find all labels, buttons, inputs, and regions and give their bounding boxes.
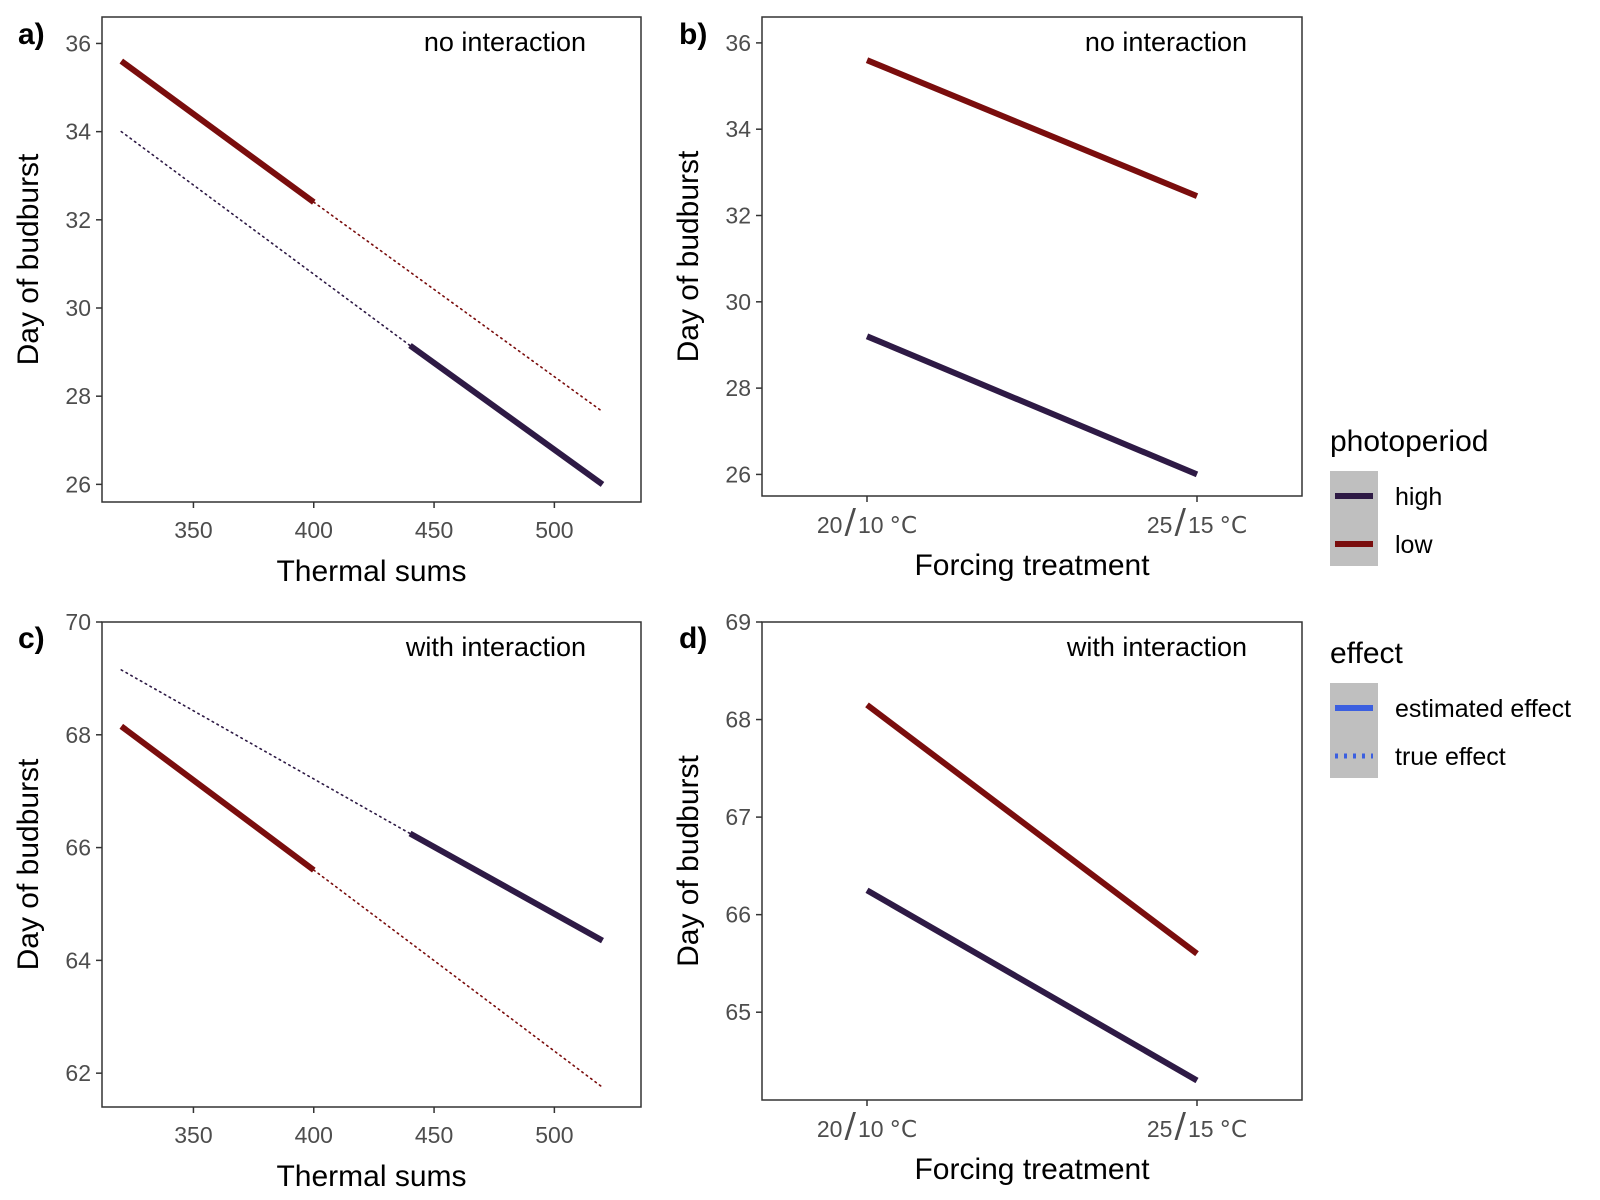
y-tick-label: 28 bbox=[65, 383, 91, 409]
series-line-low-estimated bbox=[119, 723, 316, 873]
y-tick-label: 26 bbox=[65, 471, 91, 497]
y-tick-label: 36 bbox=[725, 30, 751, 56]
x-tick-label: 20/10 °C bbox=[817, 502, 917, 542]
legend-label-true-effect: true effect bbox=[1395, 743, 1506, 771]
panel-a: 26 28 30 32 34 36 350 400 450 500 Thermal sums Day … bbox=[12, 16, 642, 588]
panel-annotation: with interaction bbox=[1066, 632, 1247, 662]
x-tick-label: 25/15 °C bbox=[1147, 502, 1247, 542]
panel-annotation: with interaction bbox=[405, 632, 586, 662]
legend-title-effect: effect bbox=[1330, 637, 1403, 670]
x-tick-label: 400 bbox=[295, 517, 333, 543]
y-tick-label: 26 bbox=[725, 461, 751, 487]
x-tick-label: 20/10 °C bbox=[817, 1106, 917, 1146]
x-tick-label: 25/15 °C bbox=[1147, 1106, 1247, 1146]
panel-tag: b) bbox=[679, 18, 707, 51]
y-tick-label: 66 bbox=[65, 835, 91, 861]
panel-c: 62 64 66 68 70 350 400 450 500 Thermal sums Day of… bbox=[12, 609, 642, 1193]
y-tick-label: 65 bbox=[725, 999, 751, 1025]
legend-label-high: high bbox=[1395, 483, 1442, 511]
series-line-high-true bbox=[120, 669, 411, 835]
series-line-low-estimated bbox=[865, 702, 1199, 957]
x-tick-label: 450 bbox=[415, 517, 453, 543]
y-tick-label: 32 bbox=[65, 207, 91, 233]
panel-b: 26 28 30 32 34 36 20/10 °C 25/15 °C Forcing treatm… bbox=[672, 16, 1303, 582]
y-tick-label: 68 bbox=[725, 707, 751, 733]
y-axis-title: Day of budburst bbox=[12, 153, 45, 365]
y-tick-label: 69 bbox=[725, 609, 751, 635]
series-line-high-estimated bbox=[865, 887, 1199, 1084]
series-line-high-true bbox=[120, 130, 411, 347]
series-line-high-estimated bbox=[408, 830, 604, 944]
legend-key-background bbox=[1330, 683, 1378, 778]
y-tick-label: 32 bbox=[725, 203, 751, 229]
y-tick-label: 36 bbox=[65, 30, 91, 56]
x-tick-label: 350 bbox=[174, 517, 212, 543]
legend-label-estimated-effect: estimated effect bbox=[1395, 695, 1571, 723]
x-axis-title: Forcing treatment bbox=[914, 1153, 1150, 1186]
y-tick-label: 34 bbox=[725, 116, 751, 142]
legend-label-low: low bbox=[1395, 531, 1433, 559]
x-tick-label: 500 bbox=[535, 1122, 573, 1148]
panel-border bbox=[761, 621, 1303, 1101]
panel-tag: a) bbox=[18, 18, 45, 51]
panel-tag: c) bbox=[18, 622, 45, 655]
y-tick-label: 66 bbox=[725, 902, 751, 928]
x-axis-title: Thermal sums bbox=[276, 1160, 466, 1193]
y-tick-label: 30 bbox=[65, 295, 91, 321]
x-axis-title: Thermal sums bbox=[276, 555, 466, 588]
panel-d: 65 66 67 68 69 20/10 °C 25/15 °C Forcing treatmen… bbox=[672, 609, 1303, 1186]
y-axis-title: Day of budburst bbox=[672, 754, 705, 966]
series-line-low-true bbox=[313, 869, 604, 1089]
series-line-high-estimated bbox=[865, 333, 1199, 478]
y-tick-label: 62 bbox=[65, 1060, 91, 1086]
y-tick-label: 30 bbox=[725, 289, 751, 315]
panel-annotation: no interaction bbox=[1085, 27, 1247, 57]
y-tick-label: 68 bbox=[65, 722, 91, 748]
series-line-low-true bbox=[313, 201, 604, 413]
series-line-high-estimated bbox=[408, 343, 605, 487]
panel-annotation: no interaction bbox=[424, 27, 586, 57]
y-tick-label: 64 bbox=[65, 947, 91, 973]
y-tick-label: 67 bbox=[725, 804, 751, 830]
series-line-low-estimated bbox=[865, 57, 1199, 199]
x-tick-label: 450 bbox=[415, 1122, 453, 1148]
y-tick-label: 28 bbox=[725, 375, 751, 401]
legend: photoperiod high low effect estimated effect… bbox=[1330, 425, 1571, 778]
x-tick-label: 400 bbox=[295, 1122, 333, 1148]
panel-border bbox=[101, 621, 642, 1108]
legend-key-background bbox=[1330, 471, 1378, 566]
x-axis-title: Forcing treatment bbox=[914, 549, 1150, 582]
y-axis-title: Day of budburst bbox=[672, 150, 705, 362]
y-tick-label: 34 bbox=[65, 119, 91, 145]
y-tick-label: 70 bbox=[65, 609, 91, 635]
series-line-low-estimated bbox=[119, 58, 316, 205]
panel-border bbox=[761, 16, 1303, 497]
x-tick-label: 500 bbox=[535, 517, 573, 543]
x-tick-label: 350 bbox=[174, 1122, 212, 1148]
y-axis-title: Day of budburst bbox=[12, 758, 45, 970]
panel-border bbox=[101, 16, 642, 503]
legend-title-photoperiod: photoperiod bbox=[1330, 425, 1488, 458]
panel-tag: d) bbox=[679, 622, 707, 655]
